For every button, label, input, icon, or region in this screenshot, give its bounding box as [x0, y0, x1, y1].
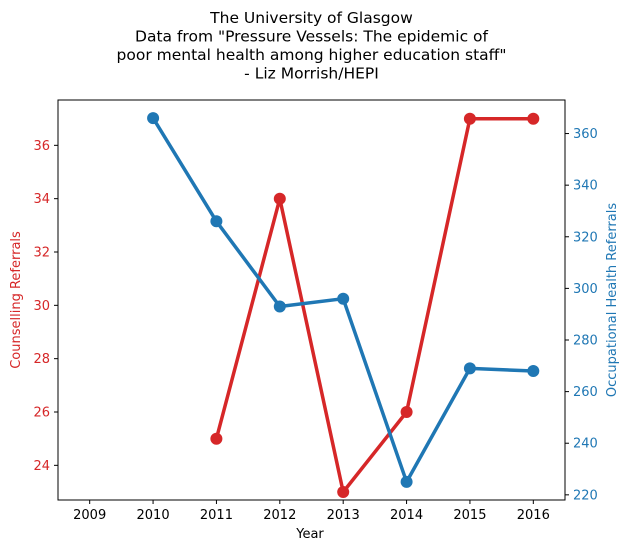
left-y-tick-label: 30: [33, 299, 50, 314]
right-y-tick-label: 280: [573, 334, 598, 349]
data-point: [527, 365, 540, 377]
right-y-tick-label: 240: [573, 437, 598, 452]
data-point: [463, 112, 476, 125]
right-y-tick-label: 360: [573, 127, 598, 142]
chart-title-line: poor mental health among higher educatio…: [117, 46, 507, 64]
data-point: [210, 215, 223, 228]
data-point: [337, 292, 350, 305]
right-y-axis-label: Occupational Health Referrals: [605, 203, 620, 397]
right-y-tick-label: 300: [573, 282, 598, 297]
x-tick-label: 2011: [200, 508, 233, 523]
data-point: [400, 475, 413, 488]
data-point: [400, 406, 413, 418]
data-point: [463, 362, 476, 375]
plot-frame: [57, 99, 566, 501]
left-y-tick-label: 28: [33, 352, 50, 367]
x-tick-label: 2010: [137, 508, 170, 523]
series-layer: [147, 112, 540, 498]
chart-title-line: - Liz Morrish/HEPI: [244, 65, 379, 83]
left-y-tick-label: 32: [33, 246, 50, 261]
data-point: [147, 112, 160, 125]
axes-layer: 2009 2010 2011 2012 2013 2014 2015 2016 24 26 28 30…: [33, 99, 598, 523]
right-y-tick-label: 340: [573, 179, 598, 194]
chart-title-line: Data from "Pressure Vessels: The epidemi…: [135, 28, 488, 46]
data-point: [273, 300, 286, 313]
x-tick-label: 2015: [453, 508, 486, 523]
data-point: [527, 112, 540, 125]
data-point: [337, 486, 350, 498]
x-tick-label: 2012: [263, 508, 296, 523]
chart-title-line: The University of Glasgow: [209, 9, 413, 27]
x-tick-label: 2013: [327, 508, 360, 523]
data-point: [210, 432, 223, 445]
left-y-tick-label: 24: [33, 459, 50, 474]
left-y-tick-label: 34: [33, 192, 50, 207]
x-tick-label: 2009: [73, 508, 106, 523]
left-y-tick-label: 26: [33, 406, 50, 421]
x-tick-label: 2014: [390, 508, 423, 523]
series-line-counselling: [214, 116, 536, 494]
x-axis-label: Year: [295, 527, 324, 542]
left-y-tick-label: 36: [33, 139, 50, 154]
right-y-tick-label: 260: [573, 385, 598, 400]
x-tick-label: 2016: [517, 508, 550, 523]
right-y-tick-label: 220: [573, 488, 598, 503]
data-point: [273, 192, 286, 205]
right-y-tick-label: 320: [573, 230, 598, 245]
left-y-axis-label: Counselling Referrals: [9, 231, 24, 369]
